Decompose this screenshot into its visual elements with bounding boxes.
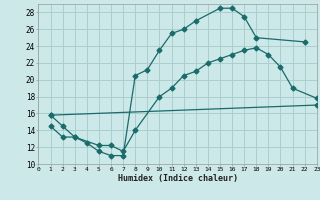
- X-axis label: Humidex (Indice chaleur): Humidex (Indice chaleur): [118, 174, 238, 183]
